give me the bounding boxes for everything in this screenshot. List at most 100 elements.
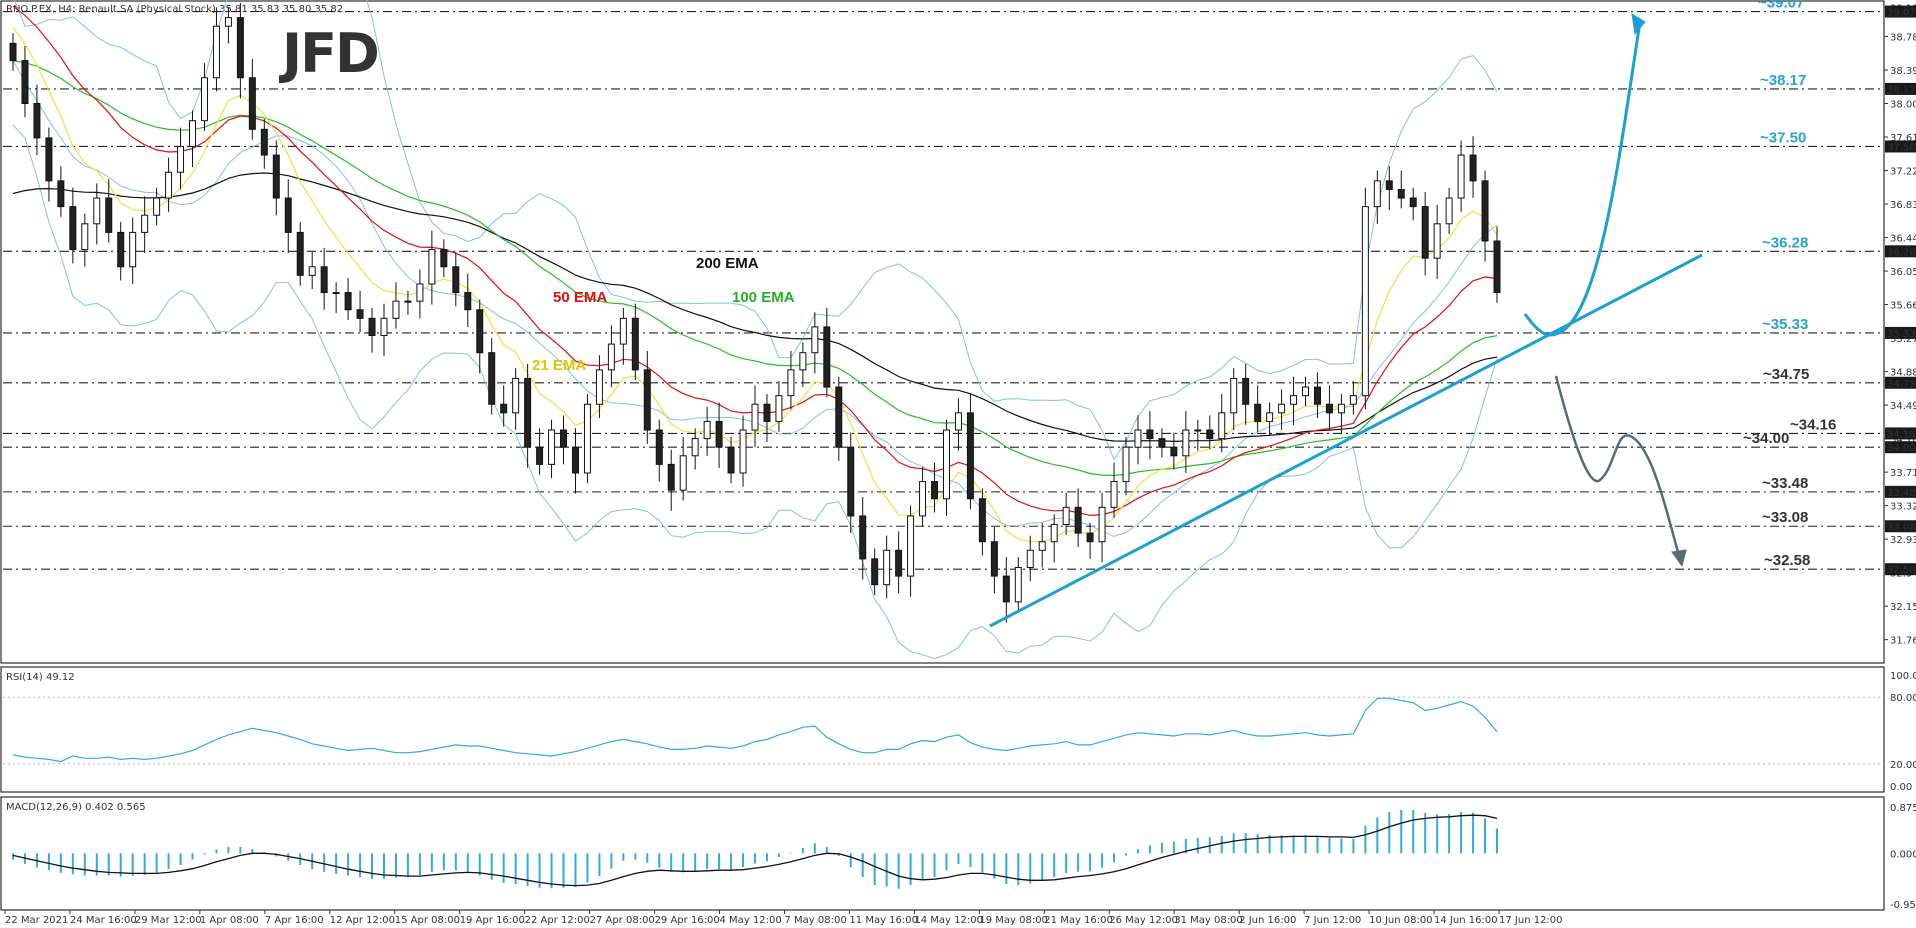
- candle-bear: [1397, 188, 1405, 199]
- price-tick-label: 37.61: [1890, 133, 1916, 144]
- macd-tick-label: 0.875: [1890, 803, 1916, 814]
- level-label: ~37.50: [1760, 129, 1806, 146]
- axis-price-tag-label: 37.50: [1887, 142, 1916, 153]
- candle-bear: [667, 463, 675, 491]
- macd-tick-label: -0.958: [1890, 900, 1916, 911]
- level-label: ~34.16: [1790, 416, 1836, 433]
- candle-bear: [835, 386, 843, 448]
- time-tick-label: 4 May 12:00: [720, 915, 782, 926]
- candle-bear: [452, 266, 460, 294]
- candle-bull: [1218, 412, 1226, 440]
- rsi-tick-label: 100.00: [1890, 671, 1916, 682]
- candle-bear: [344, 292, 352, 311]
- candle-bull: [129, 231, 137, 268]
- bullish-arrow-head: [1631, 13, 1646, 36]
- candle-bull: [81, 223, 89, 251]
- level-label: ~33.08: [1762, 509, 1808, 526]
- candle-bull: [392, 300, 400, 319]
- time-tick-label: 29 Mar 12:00: [135, 915, 202, 926]
- axis-price-tag: [1885, 140, 1916, 153]
- axis-price-tag-label: 33.48: [1887, 488, 1916, 499]
- candle-bear: [500, 403, 508, 414]
- axis-price-tag-label: 34.75: [1887, 379, 1916, 390]
- candle-bull: [1038, 541, 1046, 551]
- candle-bull: [883, 549, 891, 586]
- candle-bear: [871, 558, 879, 586]
- candle-bear: [727, 446, 735, 474]
- candle-bear: [978, 498, 986, 543]
- time-tick-label: 7 May 08:00: [784, 915, 846, 926]
- candle-bear: [1325, 403, 1333, 414]
- price-tick-label: 36.44: [1890, 234, 1916, 245]
- macd-tick-label: 0.000: [1890, 849, 1916, 860]
- main-panel-frame: [0, 0, 1885, 664]
- time-tick-label: 21 May 16:00: [1044, 915, 1113, 926]
- candle-bear: [33, 103, 41, 139]
- candle-bear: [1242, 377, 1250, 405]
- bearish-arrow-head: [1671, 549, 1687, 568]
- candle-bull: [1194, 429, 1202, 432]
- candle-bear: [715, 420, 723, 448]
- level-label: ~34.00: [1743, 430, 1789, 447]
- candle-bull: [595, 369, 603, 405]
- candle-bear: [763, 403, 771, 422]
- candle-bear: [1493, 240, 1501, 294]
- rsi-panel-frame: [0, 666, 1885, 793]
- price-tick-label: 37.22: [1890, 167, 1916, 178]
- time-tick-label: 14 Jun 16:00: [1434, 915, 1498, 926]
- price-tick-label: 33.32: [1890, 502, 1916, 513]
- uptrend-line: [989, 253, 1703, 628]
- candle-bull: [954, 412, 962, 431]
- candle-bear: [1002, 575, 1010, 603]
- price-tick-label: 32.15: [1890, 602, 1916, 613]
- price-tick-label: 33.71: [1890, 468, 1916, 479]
- level-label: ~36.28: [1762, 234, 1808, 251]
- candle-bear: [236, 17, 244, 79]
- price-tick-label: 34.49: [1890, 401, 1916, 412]
- candle-bear: [440, 249, 448, 268]
- time-tick-label: 26 May 12:00: [1109, 915, 1178, 926]
- candle-bear: [1409, 197, 1417, 208]
- candle-bull: [153, 197, 161, 216]
- candle-bear: [1086, 532, 1094, 543]
- candle-bear: [655, 429, 663, 465]
- candle-bull: [1134, 429, 1142, 448]
- price-tick-label: 35.27: [1890, 334, 1916, 345]
- candle-bull: [1457, 154, 1465, 199]
- time-tick-label: 15 Apr 08:00: [395, 915, 460, 926]
- rsi-tick-label: 80.00: [1890, 693, 1916, 704]
- time-tick-label: 17 Jun 12:00: [1499, 915, 1563, 926]
- candle-bull: [775, 395, 783, 422]
- candle-bear: [9, 42, 17, 62]
- candle-bear: [1074, 506, 1082, 534]
- time-tick-label: 27 Apr 08:00: [590, 915, 655, 926]
- candle-bear: [847, 446, 855, 517]
- ema-200-line: [12, 172, 1498, 443]
- candle-bear: [464, 292, 472, 311]
- candle-bear: [1158, 438, 1166, 448]
- level-label: ~38.17: [1760, 72, 1806, 89]
- candle-bull: [1266, 412, 1274, 422]
- macd-panel-frame: [0, 796, 1885, 911]
- candle-bull: [1302, 386, 1310, 397]
- price-tick-label: 38.78: [1890, 33, 1916, 44]
- time-tick-label: 2 Jun 16:00: [1239, 915, 1296, 926]
- candle-bull: [1122, 446, 1130, 483]
- candle-bull: [703, 420, 711, 440]
- candle-bull: [739, 429, 747, 474]
- candle-bull: [1014, 566, 1022, 603]
- brand-logo: JFD: [278, 22, 378, 85]
- candle-bear: [21, 60, 29, 105]
- time-tick-label: 1 Apr 08:00: [200, 915, 259, 926]
- ema-100-line: [12, 60, 1498, 477]
- axis-price-tag: [1885, 427, 1916, 440]
- candle-bear: [1313, 386, 1321, 405]
- axis-price-tag-label: 34.00: [1887, 443, 1916, 454]
- candle-bear: [248, 77, 256, 130]
- candle-bull: [332, 292, 340, 295]
- candle-bear: [284, 197, 292, 233]
- candle-bear: [1481, 180, 1489, 242]
- candle-bear: [1206, 429, 1214, 440]
- candle-bear: [1385, 180, 1393, 190]
